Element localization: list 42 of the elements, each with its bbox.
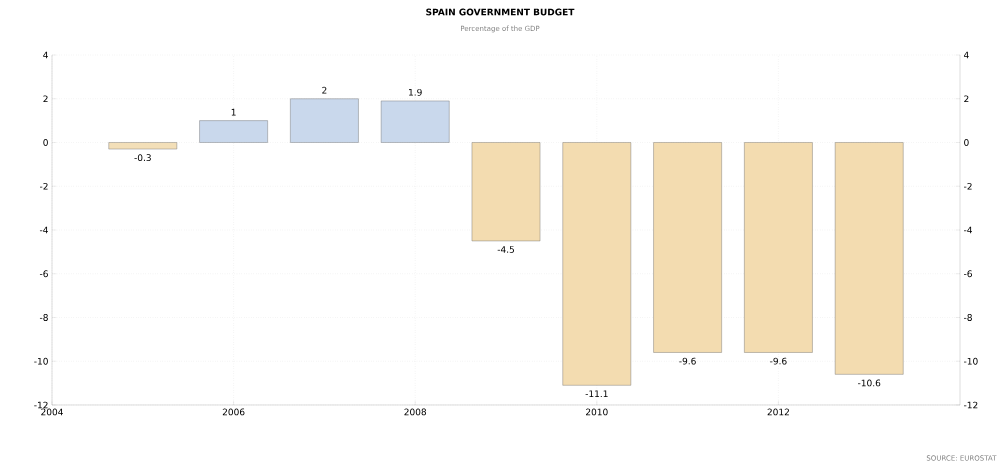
x-tick-label: 2006: [222, 408, 245, 416]
bar: [199, 120, 268, 143]
bar: [653, 142, 722, 353]
chart-title: SPAIN GOVERNMENT BUDGET: [426, 8, 575, 16]
y2-tick-label: -4: [963, 226, 973, 234]
bar: [834, 142, 904, 375]
y-tick-label: -2: [39, 182, 48, 190]
y-tick-label: -12: [34, 401, 48, 409]
y-tick-label: 2: [43, 95, 48, 103]
data-label: 2: [322, 86, 327, 94]
bar: [744, 142, 813, 353]
bar: [380, 100, 450, 143]
y-tick-label: 0: [43, 139, 48, 146]
data-label: -9.6: [679, 357, 696, 365]
x-tick-label: 2012: [767, 408, 789, 416]
y2-tick-label: 2: [964, 95, 969, 103]
data-label: -9.6: [770, 357, 787, 365]
data-label: -0.3: [134, 154, 151, 162]
data-label: 1: [231, 108, 236, 116]
y2-tick-label: 0: [964, 139, 969, 146]
y2-tick-label: -8: [963, 314, 972, 321]
y2-tick-label: -12: [963, 401, 978, 409]
y2-tick-label: -6: [963, 270, 972, 278]
bar: [290, 98, 359, 143]
y-tick-label: -8: [39, 314, 48, 321]
x-tick-label: 2010: [586, 408, 608, 416]
x-tick-label: 2008: [404, 408, 427, 416]
y-tick-label: -10: [34, 357, 48, 365]
bar: [108, 142, 178, 150]
y-tick-label: -6: [39, 270, 48, 278]
data-label: -11.1: [585, 390, 608, 398]
data-label: -4.5: [497, 246, 514, 253]
data-label: -10.6: [857, 379, 881, 387]
x-tick-label: 2004: [41, 408, 63, 416]
bar: [562, 142, 632, 386]
y2-tick-label: -2: [963, 182, 972, 190]
y2-tick-label: -10: [963, 357, 978, 365]
y-tick-label: -4: [39, 226, 48, 234]
data-label: 1.9: [409, 88, 422, 96]
y2-tick-label: 4: [963, 51, 969, 59]
y-tick-label: 4: [43, 51, 48, 59]
bar: [471, 142, 541, 242]
